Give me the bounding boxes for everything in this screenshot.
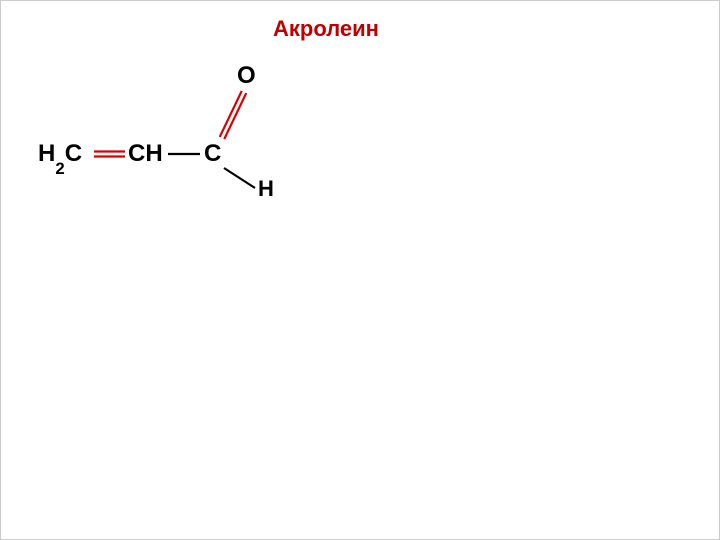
- bond-layer: [0, 0, 720, 540]
